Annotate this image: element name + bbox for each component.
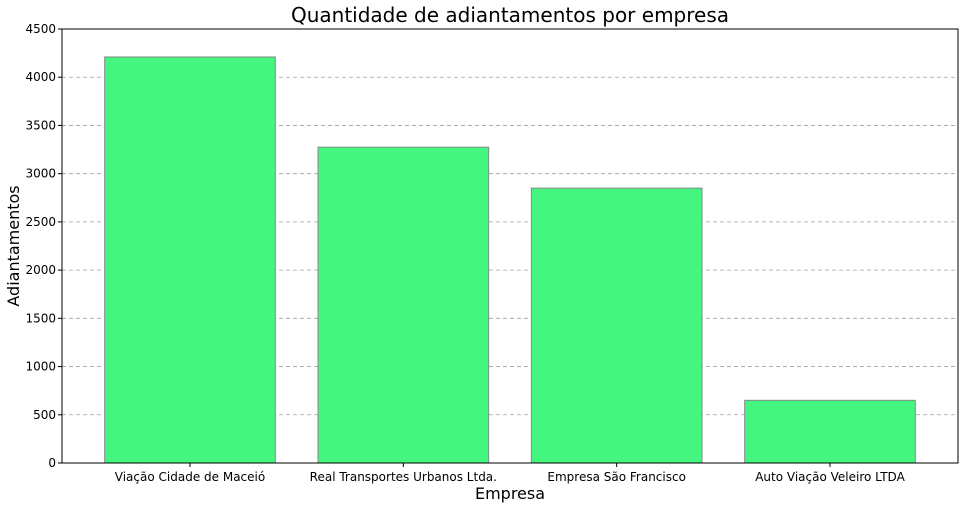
- bar: [104, 56, 276, 464]
- y-tick-label: 4000: [25, 70, 56, 84]
- x-axis-ticks: Viação Cidade de Maceió Real Transportes …: [115, 463, 906, 484]
- x-tick-label: Empresa São Francisco: [547, 470, 686, 484]
- y-tick-label: 1000: [25, 360, 56, 374]
- y-tick-label: 4500: [25, 22, 56, 36]
- x-axis-label: Empresa: [475, 484, 545, 503]
- x-tick-label: Real Transportes Urbanos Ltda.: [310, 470, 497, 484]
- bars: [104, 56, 916, 464]
- bar: [317, 146, 490, 464]
- y-tick-label: 2000: [25, 263, 56, 277]
- y-tick-label: 0: [48, 456, 56, 470]
- bar: [744, 399, 916, 464]
- chart-title: Quantidade de adiantamentos por empresa: [291, 3, 729, 27]
- bar: [530, 187, 703, 464]
- y-axis-label: Adiantamentos: [4, 185, 23, 306]
- x-tick-label: Auto Viação Veleiro LTDA: [755, 470, 905, 484]
- y-tick-label: 2500: [25, 215, 56, 229]
- plot-frame: [61, 28, 959, 464]
- x-tick-label: Viação Cidade de Maceió: [115, 470, 265, 484]
- y-tick-label: 3000: [25, 167, 56, 181]
- y-tick-label: 3500: [25, 118, 56, 132]
- y-tick-label: 1500: [25, 311, 56, 325]
- y-tick-label: 500: [33, 408, 56, 422]
- y-axis-ticks: 0 500 1000 1500 2000 2500 3000 3500 4000 4500: [25, 22, 62, 470]
